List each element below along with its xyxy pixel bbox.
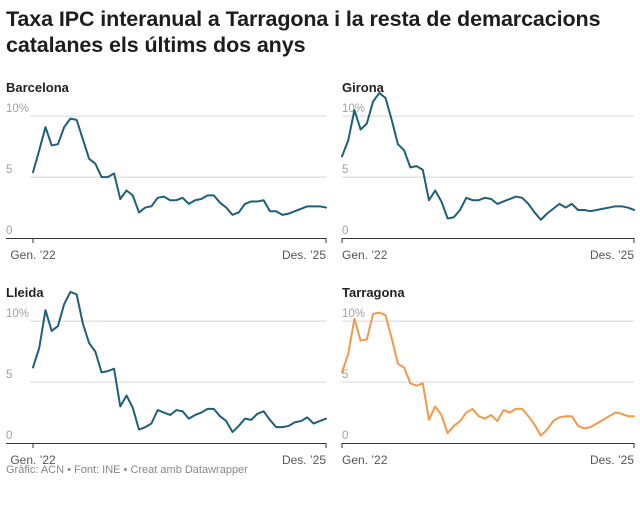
- x-tick-label-start: Gen. ’22: [342, 248, 388, 262]
- x-tick-label-start: Gen. ’22: [10, 453, 56, 467]
- panel-title-lleida: Lleida: [6, 285, 44, 300]
- panel-girona: 0 5 10% Gen. ’22 Des. ’25: [341, 92, 635, 262]
- x-tick-label-end: Des. ’25: [590, 248, 634, 262]
- panel-barcelona: 0 5 10% Gen. ’22 Des. ’25: [6, 103, 327, 262]
- panel-title-barcelona: Barcelona: [6, 80, 69, 95]
- x-tick-label-end: Des. ’25: [590, 453, 634, 467]
- y-tick-label: 10%: [6, 103, 29, 115]
- y-tick-label: 5: [6, 369, 12, 381]
- chart-title: Taxa IPC interanual a Tarragona i la res…: [6, 7, 601, 57]
- series-line-tarragona: [341, 311, 635, 437]
- y-tick-label: 0: [6, 430, 12, 442]
- series-line-girona: [341, 92, 635, 221]
- panel-lleida: 0 5 10% Gen. ’22 Des. ’25: [6, 290, 327, 467]
- y-tick-label: 0: [6, 225, 12, 237]
- panel-title-tarragona: Tarragona: [342, 285, 405, 300]
- y-tick-label: 0: [342, 225, 348, 237]
- y-tick-label: 5: [6, 164, 12, 176]
- y-tick-label: 10%: [342, 308, 365, 320]
- y-tick-label: 0: [342, 430, 348, 442]
- x-tick-label-end: Des. ’25: [282, 453, 326, 467]
- series-line-lleida: [32, 290, 327, 434]
- y-tick-label: 5: [342, 164, 348, 176]
- x-tick-label-start: Gen. ’22: [342, 453, 388, 467]
- y-tick-label: 10%: [6, 308, 29, 320]
- source-footer: Gràfic: ACN • Font: INE • Creat amb Data…: [6, 464, 248, 476]
- x-tick-label-end: Des. ’25: [282, 248, 326, 262]
- series-line-barcelona: [32, 117, 327, 216]
- panel-tarragona: 0 5 10% Gen. ’22 Des. ’25: [341, 308, 635, 467]
- y-tick-label: 5: [342, 369, 348, 381]
- y-tick-label: 10%: [342, 103, 365, 115]
- panel-title-girona: Girona: [342, 80, 384, 95]
- x-tick-label-start: Gen. ’22: [10, 248, 56, 262]
